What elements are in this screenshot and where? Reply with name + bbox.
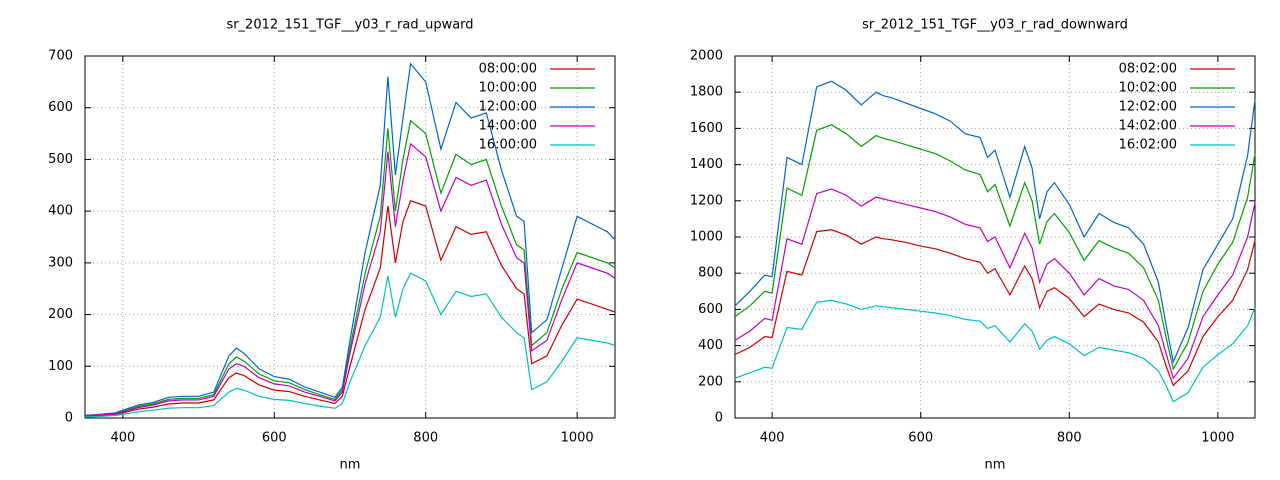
y-tick-label: 500 (48, 152, 73, 167)
y-tick-label: 1200 (690, 193, 723, 208)
y-tick-label: 100 (48, 359, 73, 374)
series-line (734, 124, 1256, 371)
x-tick-label: 800 (1057, 431, 1082, 446)
x-tick-label: 400 (760, 431, 785, 446)
y-tick-label: 0 (65, 411, 73, 426)
legend-label: 14:00:00 (479, 119, 537, 134)
legend-label: 16:00:00 (479, 138, 537, 153)
plot-frame (734, 55, 1256, 419)
y-tick-label: 200 (698, 374, 723, 389)
series-line (734, 229, 1256, 387)
x-tick-label: 800 (413, 431, 438, 446)
chart-title: sr_2012_151_TGF__y03_r_rad_upward (226, 18, 473, 33)
legend-label: 16:02:00 (1119, 138, 1177, 153)
legend-label: 12:00:00 (479, 100, 537, 115)
y-tick-label: 1400 (690, 157, 723, 172)
y-tick-label: 800 (698, 266, 723, 281)
y-tick-label: 600 (698, 302, 723, 317)
y-tick-label: 700 (48, 49, 73, 64)
series-line (734, 299, 1256, 403)
y-tick-label: 0 (715, 411, 723, 426)
plot-frame (84, 55, 616, 419)
x-axis-label: nm (985, 458, 1006, 473)
legend-label: 10:00:00 (479, 81, 537, 96)
y-tick-label: 2000 (690, 49, 723, 64)
legend-label: 08:02:00 (1119, 62, 1177, 77)
legend-label: 14:02:00 (1119, 119, 1177, 134)
y-tick-label: 600 (48, 100, 73, 115)
chart-title: sr_2012_151_TGF__y03_r_rad_downward (862, 18, 1128, 33)
y-tick-label: 1600 (690, 121, 723, 136)
legend-label: 12:02:00 (1119, 100, 1177, 115)
x-tick-label: 1000 (561, 431, 594, 446)
y-tick-label: 1800 (690, 85, 723, 100)
legend-label: 10:02:00 (1119, 81, 1177, 96)
series-line (734, 80, 1256, 364)
series-line (84, 62, 616, 416)
series-line (84, 142, 616, 417)
y-tick-label: 1000 (690, 230, 723, 245)
series-line (84, 119, 616, 416)
x-tick-label: 600 (262, 431, 287, 446)
x-tick-label: 600 (908, 431, 933, 446)
y-tick-label: 400 (698, 338, 723, 353)
legend-label: 08:00:00 (479, 62, 537, 77)
x-axis-label: nm (340, 458, 361, 473)
series-line (84, 272, 616, 418)
y-tick-label: 200 (48, 307, 73, 322)
y-tick-label: 300 (48, 255, 73, 270)
x-tick-label: 1000 (1201, 431, 1234, 446)
x-tick-label: 400 (110, 431, 135, 446)
y-tick-label: 400 (48, 204, 73, 219)
series-line (84, 200, 616, 417)
series-line (734, 188, 1256, 380)
